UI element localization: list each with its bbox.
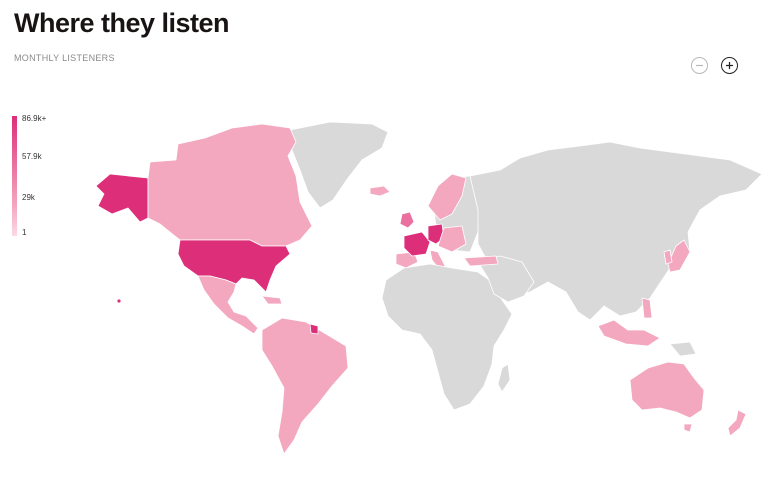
region-israel[interactable] <box>463 255 499 267</box>
region-central-europe[interactable] <box>437 225 467 253</box>
region-greenland[interactable] <box>289 121 389 209</box>
map-subtitle: MONTHLY LISTENERS <box>14 53 115 63</box>
region-uk[interactable] <box>399 211 415 229</box>
legend-label-mid: 29k <box>22 193 35 202</box>
zoom-in-button[interactable] <box>721 57 738 74</box>
minus-circle-icon <box>695 64 704 67</box>
region-japan[interactable] <box>667 239 691 273</box>
legend-label-min: 1 <box>22 228 27 237</box>
region-papua[interactable] <box>669 341 697 357</box>
region-indonesia[interactable] <box>597 319 661 347</box>
region-philippines[interactable] <box>641 297 653 319</box>
region-alaska[interactable] <box>95 173 149 223</box>
world-map-svg <box>95 121 763 455</box>
region-mexico[interactable] <box>197 275 259 335</box>
region-australia[interactable] <box>629 361 705 419</box>
region-madagascar[interactable] <box>497 363 511 393</box>
region-usa[interactable] <box>177 239 291 293</box>
region-french-guiana[interactable] <box>309 323 319 335</box>
region-scandinavia[interactable] <box>427 173 467 221</box>
legend-label-high: 57.9k <box>22 152 42 161</box>
region-caribbean[interactable] <box>261 295 283 305</box>
region-new-zealand[interactable] <box>727 409 747 437</box>
region-france[interactable] <box>403 231 431 257</box>
page-title: Where they listen <box>14 8 230 38</box>
region-south-america[interactable] <box>261 317 349 455</box>
region-canada[interactable] <box>147 123 313 247</box>
region-africa[interactable] <box>381 263 513 411</box>
legend-label-max: 86.9k+ <box>22 114 47 123</box>
region-tasmania[interactable] <box>683 423 693 433</box>
region-hawaii[interactable] <box>116 298 122 304</box>
plus-circle-icon <box>725 61 734 70</box>
world-map[interactable] <box>0 100 768 470</box>
region-korea[interactable] <box>663 249 673 265</box>
color-legend: 86.9k+ 57.9k 29k 1 <box>12 114 72 237</box>
region-iceland[interactable] <box>369 185 391 197</box>
region-middle-east[interactable] <box>477 255 535 303</box>
zoom-out-button[interactable] <box>691 57 708 74</box>
legend-gradient <box>12 116 17 236</box>
